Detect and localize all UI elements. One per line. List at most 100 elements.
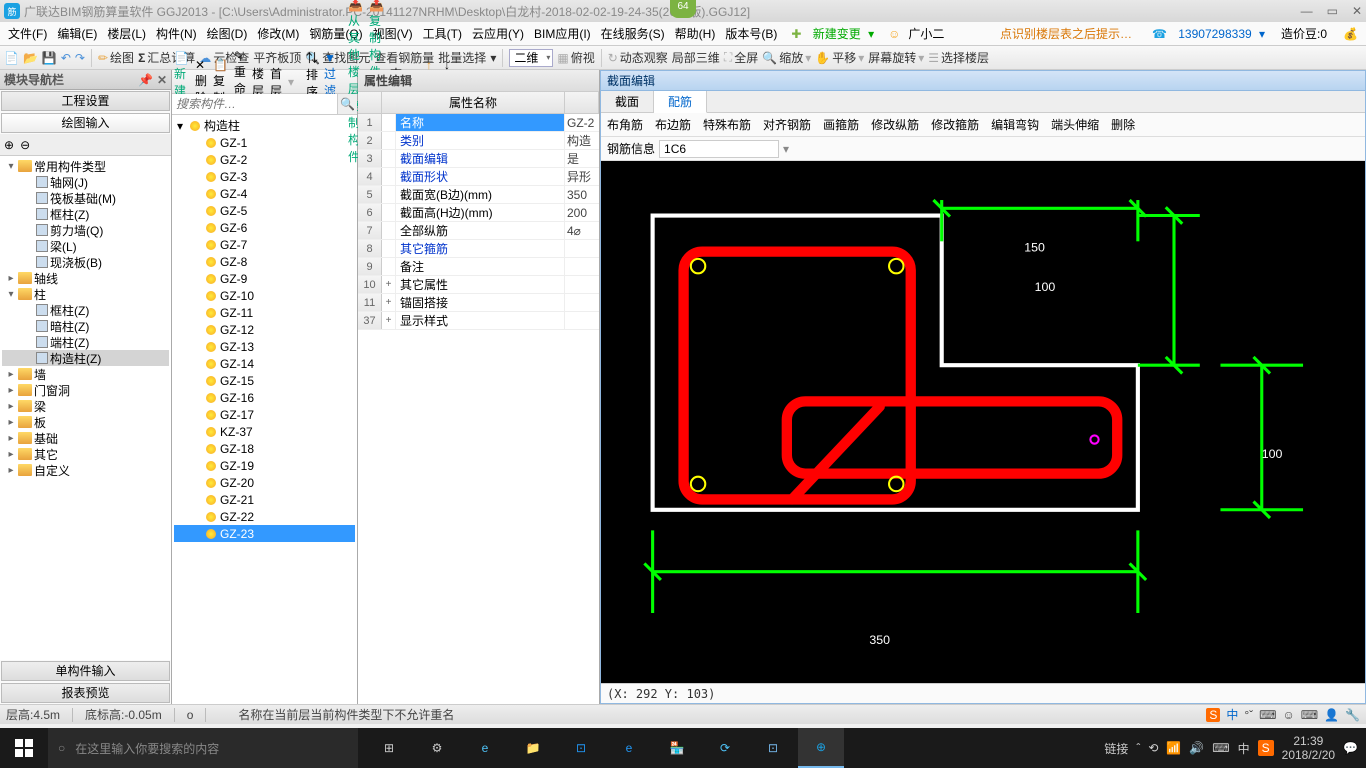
comp-item[interactable]: GZ-5 — [174, 202, 355, 219]
tab-section[interactable]: 截面 — [601, 91, 654, 112]
nav-btn-report[interactable]: 报表预览 — [1, 683, 170, 703]
tray-net-icon[interactable]: 📶 — [1166, 741, 1181, 755]
new-change-button[interactable]: ✚ 新建变更 ▾ — [783, 23, 878, 44]
tree-item[interactable]: ▸梁 — [2, 398, 169, 414]
app-icon-4[interactable]: ⊡ — [558, 728, 604, 768]
tree-item[interactable]: 框柱(Z) — [2, 302, 169, 318]
tree-item[interactable]: 梁(L) — [2, 238, 169, 254]
comp-item[interactable]: GZ-3 — [174, 168, 355, 185]
save-icon[interactable]: 💾 — [42, 51, 57, 65]
user-button[interactable]: ☺广小二 — [880, 23, 952, 44]
select-floor-button[interactable]: ☰ 选择楼层 — [928, 49, 989, 66]
tree-item[interactable]: 筏板基础(M) — [2, 190, 169, 206]
editor-tool[interactable]: 对齐钢筋 — [763, 116, 811, 133]
comp-item[interactable]: GZ-16 — [174, 389, 355, 406]
tray-sogou-icon[interactable]: S — [1258, 740, 1274, 756]
clock[interactable]: 21:392018/2/20 — [1282, 734, 1335, 762]
draw-button[interactable]: ✏绘图 — [98, 49, 134, 66]
prop-row[interactable]: 11+锚固搭接 — [358, 294, 599, 312]
orbit-button[interactable]: ↻ 动态观察 — [608, 49, 668, 66]
start-button[interactable] — [0, 728, 48, 768]
editor-tool[interactable]: 删除 — [1111, 116, 1135, 133]
prop-row[interactable]: 6截面高(H边)(mm)200 — [358, 204, 599, 222]
expand-icon[interactable]: ⊕ — [4, 138, 14, 152]
editor-tool[interactable]: 修改箍筋 — [931, 116, 979, 133]
comp-item[interactable]: GZ-23 — [174, 525, 355, 542]
comp-item[interactable]: GZ-2 — [174, 151, 355, 168]
local-3d-button[interactable]: 局部三维 — [672, 49, 720, 66]
comp-item[interactable]: GZ-9 — [174, 270, 355, 287]
prop-row[interactable]: 10+其它属性 — [358, 276, 599, 294]
tree-item[interactable]: ▸自定义 — [2, 462, 169, 478]
tree-item[interactable]: 框柱(Z) — [2, 206, 169, 222]
prop-row[interactable]: 8其它箍筋 — [358, 240, 599, 258]
nav-btn-project[interactable]: 工程设置 — [1, 91, 170, 111]
comp-item[interactable]: GZ-15 — [174, 372, 355, 389]
prop-row[interactable]: 9备注 — [358, 258, 599, 276]
comp-item[interactable]: GZ-4 — [174, 185, 355, 202]
app-icon-8[interactable]: ⊡ — [750, 728, 796, 768]
tree-item[interactable]: 端柱(Z) — [2, 334, 169, 350]
comp-item[interactable]: GZ-11 — [174, 304, 355, 321]
softkey-icon[interactable]: ⌨ — [1301, 708, 1318, 722]
menu-file[interactable]: 文件(F) — [4, 23, 51, 44]
align-top-button[interactable]: 平齐板顶 — [253, 49, 301, 66]
app-icon-1[interactable]: ⚙ — [414, 728, 460, 768]
editor-tool[interactable]: 修改纵筋 — [871, 116, 919, 133]
prop-row[interactable]: 4截面形状异形 — [358, 168, 599, 186]
minimize-icon[interactable]: — — [1301, 4, 1313, 18]
tree-item[interactable]: ▾常用构件类型 — [2, 158, 169, 174]
comp-item[interactable]: GZ-1 — [174, 134, 355, 151]
component-tree[interactable]: ▾构造柱GZ-1GZ-2GZ-3GZ-4GZ-5GZ-6GZ-7GZ-8GZ-9… — [172, 115, 357, 704]
editor-tool[interactable]: 布边筋 — [655, 116, 691, 133]
tree-item[interactable]: ▸墙 — [2, 366, 169, 382]
prop-row[interactable]: 1名称GZ-2 — [358, 114, 599, 132]
app-icon-9[interactable]: ⊕ — [798, 728, 844, 768]
prop-row[interactable]: 3截面编辑是 — [358, 150, 599, 168]
editor-tool[interactable]: 端头伸缩 — [1051, 116, 1099, 133]
rebar-info-input[interactable] — [659, 140, 779, 158]
comp-item[interactable]: GZ-7 — [174, 236, 355, 253]
sogou-icon[interactable]: S — [1206, 708, 1220, 722]
search-icon[interactable]: 🔍 — [337, 94, 357, 114]
editor-tool[interactable]: 特殊布筋 — [703, 116, 751, 133]
nav-tree[interactable]: ▾常用构件类型轴网(J)筏板基础(M)框柱(Z)剪力墙(Q)梁(L)现浇板(B)… — [0, 156, 171, 660]
collapse-icon[interactable]: ⊖ — [20, 138, 30, 152]
comp-item[interactable]: GZ-17 — [174, 406, 355, 423]
canvas[interactable]: 150100100350 — [601, 161, 1365, 683]
menu-version[interactable]: 版本号(B) — [721, 23, 781, 44]
comp-item[interactable]: GZ-8 — [174, 253, 355, 270]
prop-row[interactable]: 5截面宽(B边)(mm)350 — [358, 186, 599, 204]
close-icon[interactable]: ✕ — [1352, 4, 1362, 18]
undo-icon[interactable]: ↶ — [61, 51, 71, 65]
search-input[interactable] — [172, 94, 337, 114]
pan-button[interactable]: ✋ 平移 ▾ — [815, 49, 864, 66]
menu-help[interactable]: 帮助(H) — [671, 23, 720, 44]
comp-item[interactable]: GZ-12 — [174, 321, 355, 338]
taskview-icon[interactable]: ⊞ — [366, 728, 412, 768]
editor-tool[interactable]: 画箍筋 — [823, 116, 859, 133]
tree-item[interactable]: ▸门窗洞 — [2, 382, 169, 398]
app-icon-7[interactable]: ⟳ — [702, 728, 748, 768]
fullscreen-button[interactable]: ⛶ 全屏 — [724, 49, 758, 66]
tree-item[interactable]: 构造柱(Z) — [2, 350, 169, 366]
nav-close-icon[interactable]: ✕ — [157, 73, 167, 87]
comp-item[interactable]: GZ-13 — [174, 338, 355, 355]
tree-item[interactable]: ▸轴线 — [2, 270, 169, 286]
tree-item[interactable]: 暗柱(Z) — [2, 318, 169, 334]
menu-edit[interactable]: 编辑(E) — [53, 23, 101, 44]
menu-cloud[interactable]: 云应用(Y) — [468, 23, 528, 44]
comp-item[interactable]: GZ-14 — [174, 355, 355, 372]
tree-item[interactable]: ▸其它 — [2, 446, 169, 462]
pin-icon[interactable]: 📌 — [138, 73, 153, 87]
menu-bim[interactable]: BIM应用(I) — [530, 23, 595, 44]
tray-ime-icon[interactable]: 中 — [1238, 740, 1250, 757]
tree-item[interactable]: 现浇板(B) — [2, 254, 169, 270]
tray-kbd-icon[interactable]: ⌨ — [1212, 741, 1229, 755]
app-icon-6[interactable]: 🏪 — [654, 728, 700, 768]
tray-up-icon[interactable]: ˆ — [1136, 741, 1140, 755]
open-icon[interactable]: 📂 — [23, 51, 38, 65]
prop-row[interactable]: 2类别构造 — [358, 132, 599, 150]
app-icon-5[interactable]: e — [606, 728, 652, 768]
punct-icon[interactable]: °ˇ — [1244, 708, 1253, 722]
